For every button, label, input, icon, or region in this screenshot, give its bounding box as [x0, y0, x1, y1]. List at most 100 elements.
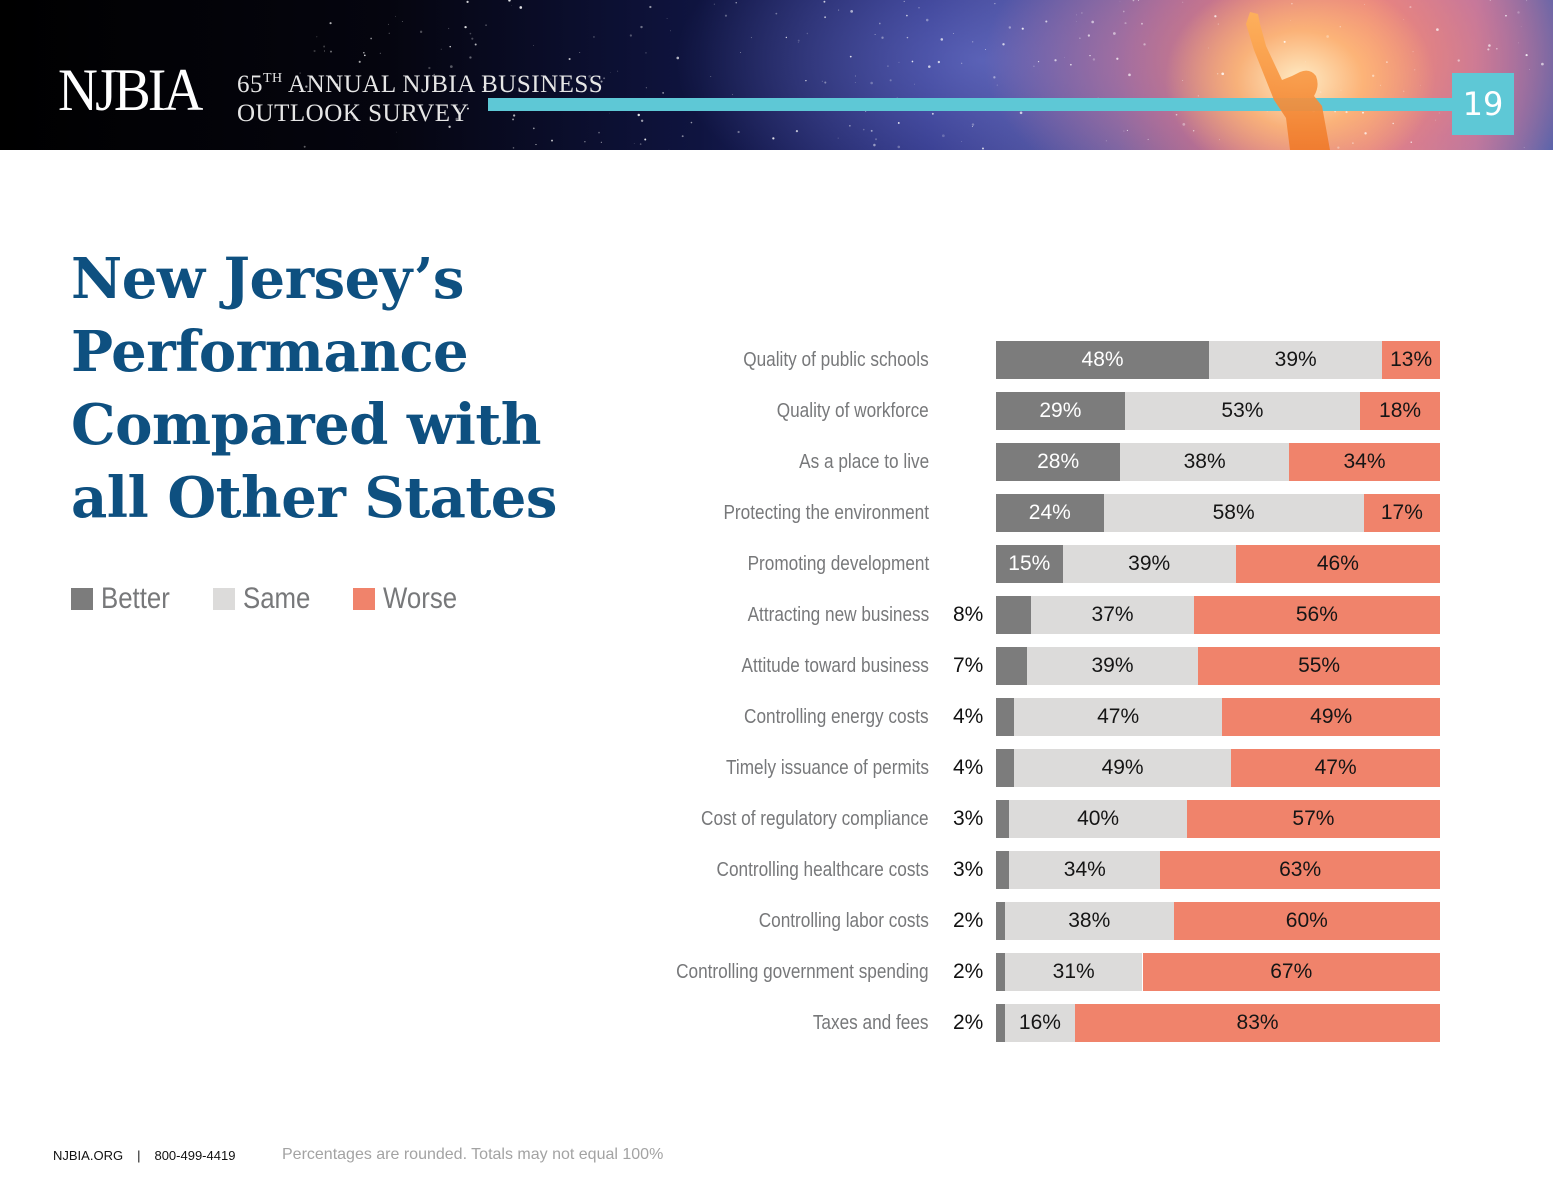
star [1291, 2, 1293, 5]
star [797, 42, 799, 43]
star [854, 82, 856, 83]
bar-segment-better [996, 851, 1010, 889]
star [805, 79, 807, 82]
star [993, 76, 996, 79]
star [1505, 14, 1507, 17]
data-label-worse: 57% [1292, 807, 1335, 830]
star [1147, 138, 1149, 140]
star [364, 54, 366, 57]
star [1141, 22, 1143, 25]
star [1352, 142, 1354, 144]
star [1392, 122, 1394, 125]
star [1413, 69, 1416, 71]
star [533, 45, 534, 46]
star [1112, 32, 1116, 35]
category-label: Quality of workforce [777, 400, 929, 422]
category-label: Cost of regulatory compliance [701, 808, 929, 830]
star [1488, 44, 1491, 47]
star [323, 45, 326, 48]
data-label-worse: 18% [1379, 399, 1422, 422]
star [428, 66, 431, 70]
star [931, 112, 934, 115]
star [1435, 119, 1436, 121]
data-label-worse: 47% [1314, 756, 1357, 779]
star [1124, 22, 1127, 25]
footer-website-link[interactable]: NJBIA.ORG [53, 1148, 124, 1163]
category-label: Timely issuance of permits [726, 757, 929, 779]
star [690, 121, 693, 124]
bar-segment-better: 48% [996, 341, 1210, 379]
star [1419, 84, 1421, 86]
star [396, 131, 398, 133]
star [1064, 57, 1065, 59]
category-label: Controlling government spending [676, 961, 929, 983]
page-title-line: New Jersey’s [71, 246, 464, 312]
data-label-same: 40% [1077, 807, 1120, 830]
data-label-better: 4% [953, 756, 984, 779]
data-label-worse: 55% [1298, 654, 1341, 677]
star [1182, 80, 1184, 81]
star [1105, 140, 1107, 142]
star [388, 32, 390, 34]
star [971, 125, 974, 128]
star [1075, 14, 1077, 16]
star [1207, 47, 1209, 49]
star [1523, 146, 1525, 149]
star [1137, 0, 1139, 1]
star [1410, 141, 1412, 143]
bar-segment-same: 37% [1031, 596, 1194, 634]
data-label-better: 8% [953, 603, 984, 626]
star [471, 37, 474, 40]
star [645, 52, 647, 54]
star [1182, 123, 1186, 126]
star [330, 50, 332, 53]
bar-segment-same: 38% [1120, 443, 1289, 481]
star [1008, 26, 1012, 29]
star [448, 125, 451, 128]
star [961, 141, 963, 142]
category-label: Controlling labor costs [758, 910, 929, 932]
star [1364, 4, 1365, 6]
star [1283, 40, 1286, 43]
star [795, 130, 799, 133]
footer-phone: 800-499-4419 [154, 1148, 236, 1163]
star [440, 48, 442, 50]
star [1525, 53, 1528, 57]
star [387, 23, 389, 25]
data-label-worse: 34% [1343, 450, 1386, 473]
star [610, 72, 612, 73]
star [824, 16, 827, 19]
star [837, 137, 839, 139]
star [775, 12, 778, 15]
star [940, 38, 944, 41]
star [469, 56, 472, 59]
star [551, 139, 553, 142]
star [1087, 34, 1091, 37]
star [1487, 48, 1490, 51]
data-label-worse: 63% [1279, 858, 1322, 881]
legend-swatch-same [213, 588, 236, 610]
star [363, 52, 365, 54]
data-label-same: 38% [1068, 909, 1111, 932]
bar-segment-same: 39% [1026, 647, 1199, 685]
star [981, 147, 984, 150]
star [874, 33, 876, 36]
star [583, 83, 586, 86]
star [1217, 23, 1219, 25]
star [897, 145, 901, 149]
category-label: Controlling energy costs [744, 706, 929, 728]
star [485, 24, 487, 26]
star [1054, 59, 1057, 62]
star [598, 131, 600, 134]
star [1126, 129, 1128, 131]
bar-segment-better [996, 800, 1010, 838]
bar-segment-better [996, 647, 1027, 685]
star [1541, 62, 1544, 66]
star [874, 138, 878, 141]
star [1319, 91, 1322, 94]
star [750, 37, 753, 39]
data-label-worse: 17% [1380, 501, 1423, 524]
star [1520, 26, 1522, 28]
star [584, 141, 586, 143]
star [850, 9, 854, 13]
